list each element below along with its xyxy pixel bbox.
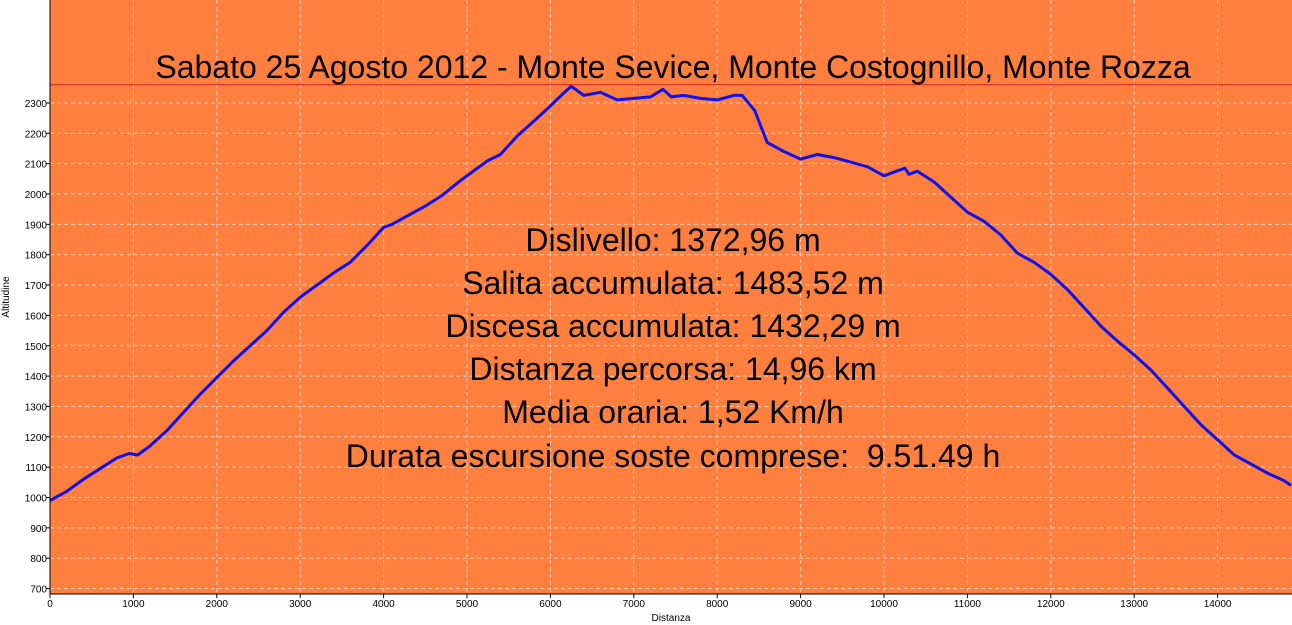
y-tick-label-1900: 1900 [25, 220, 48, 231]
y-tick-label-800: 800 [30, 554, 47, 565]
stat-durata: Durata escursione soste comprese: 9.51.4… [346, 438, 1001, 474]
chart-title: Sabato 25 Agosto 2012 - Monte Sevice, Mo… [155, 49, 1190, 85]
y-tick-label-1800: 1800 [25, 251, 48, 262]
x-tick-label-8000: 8000 [706, 599, 729, 610]
x-axis-title: Distanza [652, 613, 691, 624]
y-tick-label-2000: 2000 [25, 190, 48, 201]
y-tick-label-1700: 1700 [25, 281, 48, 292]
x-tick-label-3000: 3000 [289, 599, 312, 610]
x-tick-label-11000: 11000 [954, 599, 982, 610]
stat-discesa: Discesa accumulata: 1432,29 m [445, 308, 900, 344]
x-tick-label-4000: 4000 [372, 599, 395, 610]
x-tick-label-1000: 1000 [122, 599, 145, 610]
x-tick-label-7000: 7000 [623, 599, 646, 610]
x-tick-label-10000: 10000 [870, 599, 898, 610]
x-tick-label-9000: 9000 [789, 599, 812, 610]
y-tick-label-2100: 2100 [25, 160, 48, 171]
x-tick-label-0: 0 [47, 599, 53, 610]
y-tick-label-1400: 1400 [25, 372, 48, 383]
x-tick-label-6000: 6000 [539, 599, 562, 610]
stat-media-oraria: Media oraria: 1,52 Km/h [502, 394, 844, 430]
y-axis-title: Altitudine [1, 276, 12, 318]
elevation-profile-line [49, 84, 1292, 502]
x-tick-label-12000: 12000 [1037, 599, 1065, 610]
chart-background [50, 0, 1292, 594]
stat-dislivello: Dislivello: 1372,96 m [525, 222, 820, 258]
y-tick-label-1300: 1300 [25, 402, 48, 413]
y-tick-label-900: 900 [30, 524, 47, 535]
x-tick-label-5000: 5000 [456, 599, 479, 610]
y-tick-label-1200: 1200 [25, 433, 48, 444]
y-tick-label-700: 700 [30, 585, 47, 596]
y-tick-label-1600: 1600 [25, 311, 48, 322]
x-tick-label-13000: 13000 [1120, 599, 1148, 610]
stat-salita: Salita accumulata: 1483,52 m [462, 265, 884, 301]
y-tick-label-2200: 2200 [25, 129, 48, 140]
x-tick-label-14000: 14000 [1204, 599, 1232, 610]
y-tick-label-1100: 1100 [25, 463, 47, 474]
grid-lines [50, 0, 1292, 594]
statistics-annotations: Dislivello: 1372,96 m Salita accumulata:… [346, 222, 1001, 474]
y-tick-label-2300: 2300 [25, 99, 48, 110]
y-tick-label-1500: 1500 [25, 342, 48, 353]
x-tick-label-2000: 2000 [206, 599, 229, 610]
axes: 0 1000 2000 3000 4000 5000 6000 7000 8000 9000 100… [25, 0, 1292, 610]
y-tick-label-1000: 1000 [25, 494, 48, 505]
stat-distanza: Distanza percorsa: 14,96 km [469, 351, 876, 387]
